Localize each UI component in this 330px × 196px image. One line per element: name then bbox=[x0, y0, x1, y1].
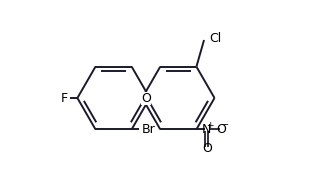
Text: Br: Br bbox=[142, 123, 156, 136]
Text: O: O bbox=[202, 142, 212, 155]
Text: Cl: Cl bbox=[209, 32, 221, 45]
Text: −: − bbox=[220, 120, 229, 130]
Text: O: O bbox=[216, 123, 226, 136]
Text: F: F bbox=[61, 92, 68, 104]
Text: O: O bbox=[141, 92, 151, 104]
Text: +: + bbox=[207, 121, 214, 130]
Text: N: N bbox=[202, 123, 212, 136]
